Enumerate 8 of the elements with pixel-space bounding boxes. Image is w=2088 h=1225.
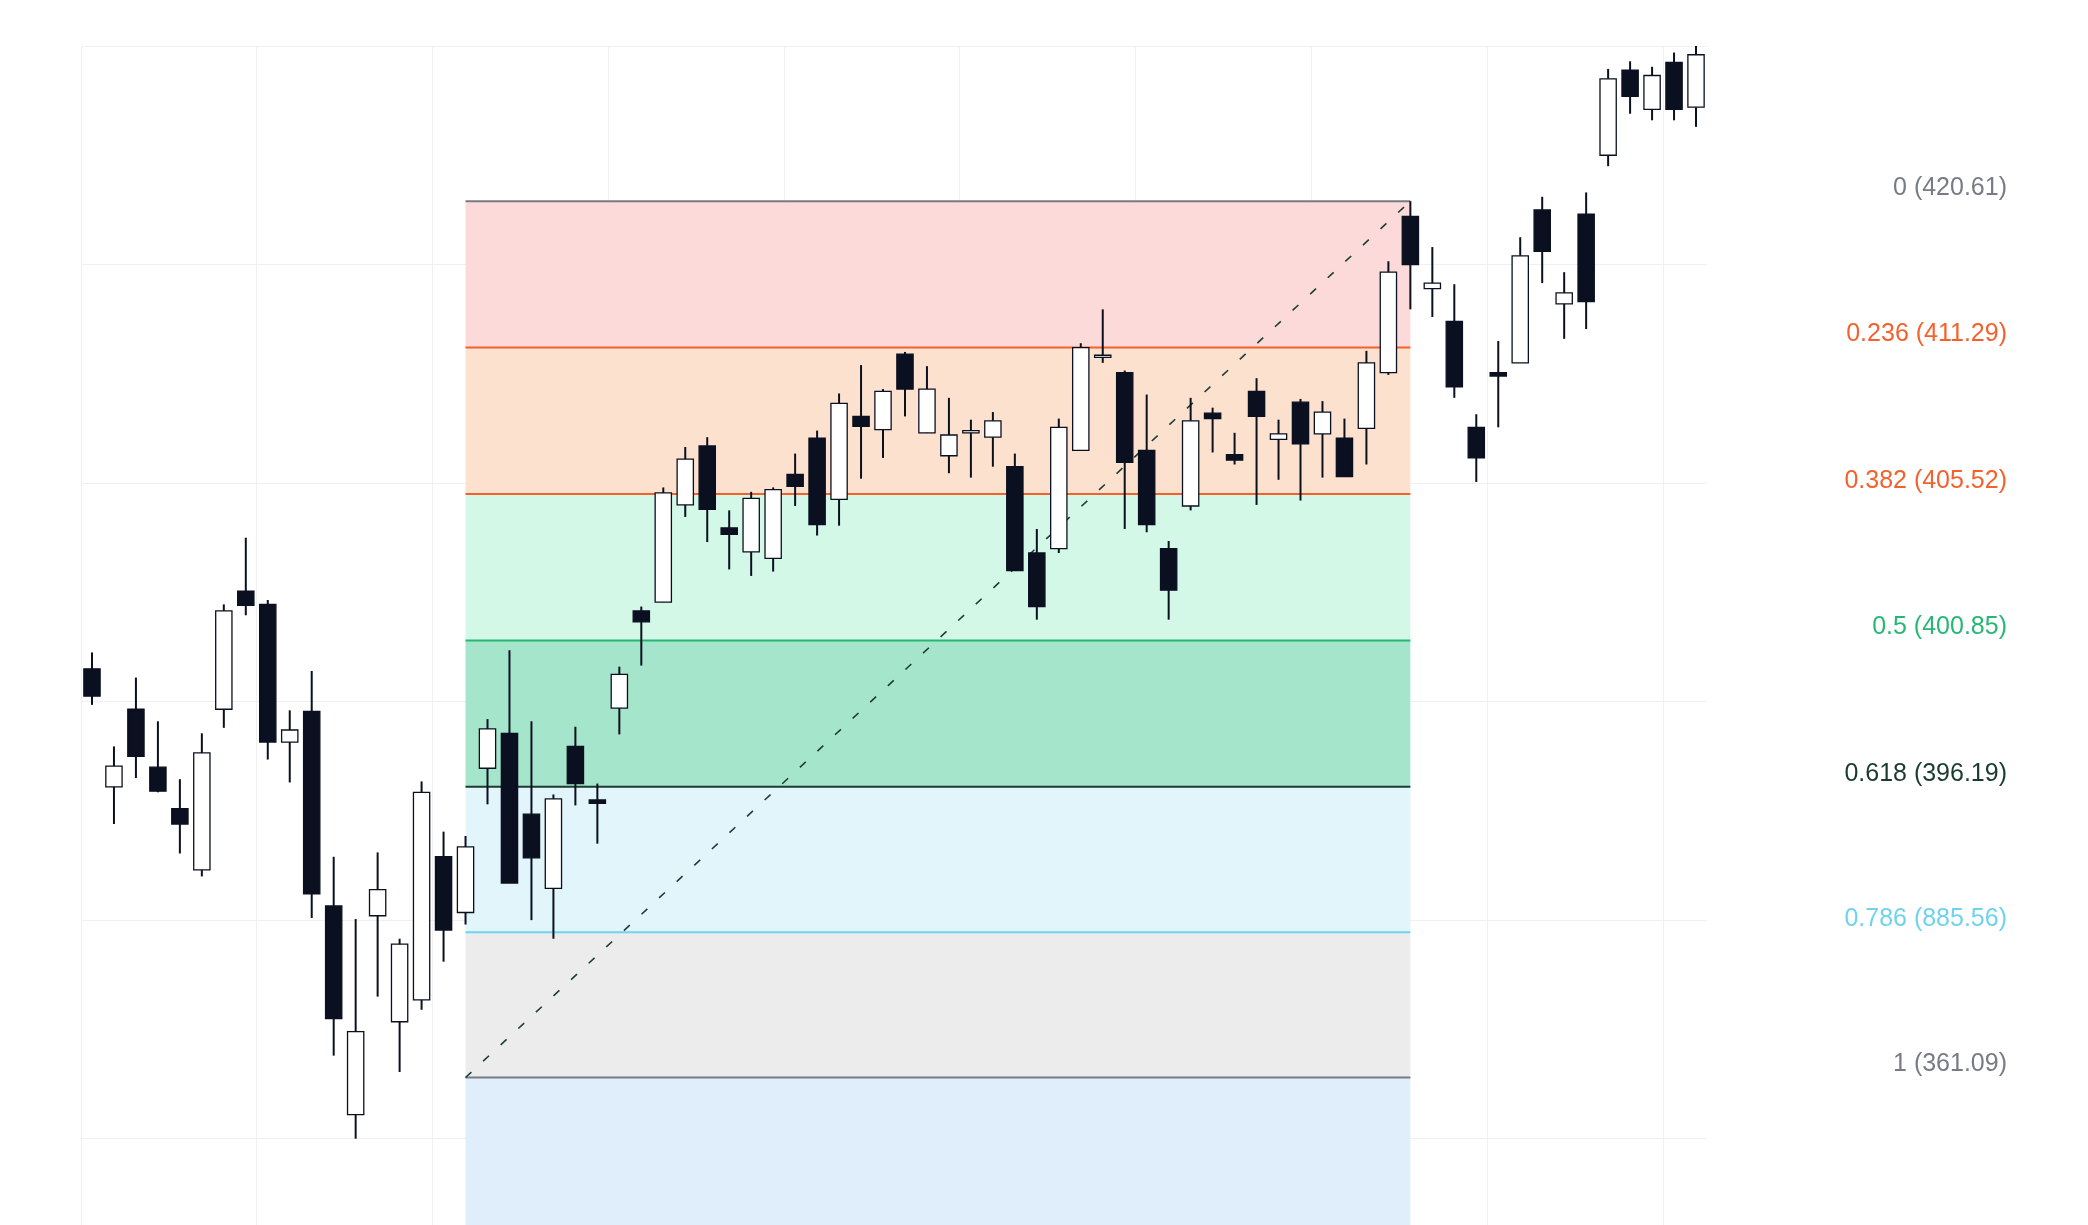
text: 0 (420.61) (1893, 172, 2007, 201)
text: 0.786 (885.56) (1844, 903, 2007, 932)
text: 0.5 (400.85) (1872, 611, 2007, 640)
text: 0.618 (396.19) (1844, 757, 2007, 786)
text: 0.236 (411.29) (1846, 318, 2007, 347)
text: 1 (361.09) (1893, 1048, 2007, 1077)
text: 0.382 (405.52) (1844, 464, 2007, 493)
candlestick (984, 411, 1002, 468)
